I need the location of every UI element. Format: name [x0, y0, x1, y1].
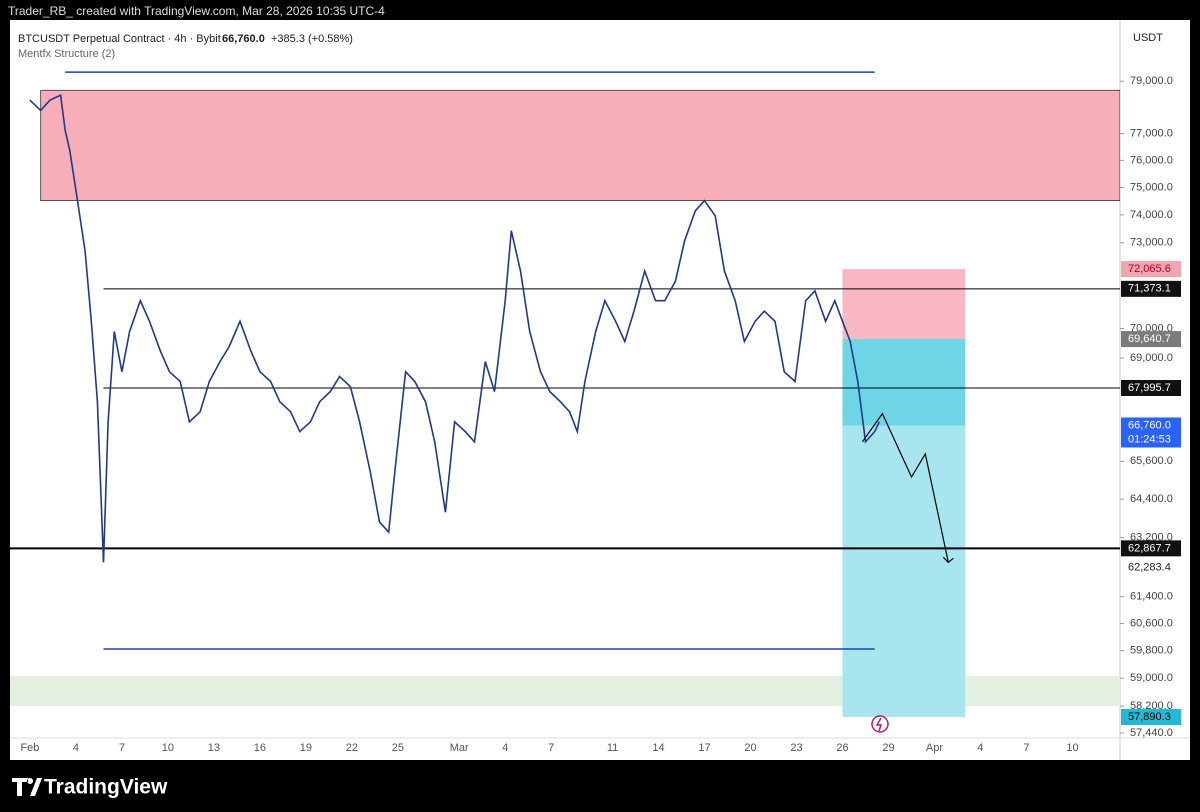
level-label-box	[1121, 540, 1181, 557]
y-tick-label: 65,600.0	[1130, 455, 1173, 467]
target-label-box	[1121, 709, 1181, 726]
x-tick-label: 16	[254, 742, 266, 754]
header-text: Trader_RB_ created with TradingView.com,…	[8, 4, 385, 18]
stop-label-box	[1121, 261, 1181, 278]
y-tick-label: 69,000.0	[1130, 352, 1173, 364]
y-tick-label: 60,600.0	[1130, 617, 1173, 629]
projection-arrowhead	[942, 556, 954, 564]
plot	[10, 71, 1120, 718]
y-tick-label: 73,000.0	[1130, 237, 1173, 249]
x-tick-label: 25	[392, 742, 404, 754]
x-tick-label: 11	[607, 742, 618, 754]
plain-price-box	[1121, 559, 1181, 576]
level-label: 71,373.1	[1128, 283, 1171, 295]
y-tick-label: 75,000.0	[1130, 181, 1173, 193]
y-tick-label: 64,400.0	[1130, 493, 1173, 505]
price-line	[29, 94, 881, 563]
y-tick-label: 59,000.0	[1130, 672, 1173, 684]
level-label-box	[1121, 280, 1181, 297]
legend-change: +385.3 (+0.58%)	[271, 33, 353, 45]
logo-text: TradingView	[44, 776, 168, 799]
stop-zone	[842, 269, 966, 340]
alert-icon-bolt	[875, 717, 883, 732]
x-tick-label: Apr	[926, 742, 943, 754]
axes: 79,000.0 77,000.0 76,000.0 75,000.0 74,000.0…	[20, 75, 1181, 754]
y-tick-label: 79,000.0	[1130, 75, 1173, 87]
x-tick-label: 26	[836, 742, 848, 754]
y-tick-label: 77,000.0	[1130, 128, 1173, 140]
x-tick-label: 29	[882, 742, 894, 754]
x-tick-label: 13	[208, 742, 220, 754]
alert-icon[interactable]	[871, 715, 889, 733]
x-tick-label: 23	[790, 742, 802, 754]
x-tick-label: 20	[744, 742, 756, 754]
x-tick-label: 4	[73, 742, 79, 754]
plain-price-label: 62,283.4	[1128, 561, 1171, 573]
x-tick-label: 7	[1023, 742, 1029, 754]
y-tick-label: 74,000.0	[1130, 209, 1173, 221]
x-tick-label: 7	[119, 742, 125, 754]
x-tick-label: 14	[652, 742, 664, 754]
current-price-label: 66,760.0	[1128, 419, 1171, 431]
x-tick-label: 10	[1066, 742, 1078, 754]
x-tick-label: 4	[502, 742, 508, 754]
indicator-name: Mentfx Structure (2)	[18, 48, 115, 60]
x-tick-label: 17	[698, 742, 710, 754]
level-label: 62,867.7	[1128, 542, 1171, 554]
y-tick-label: 57,440.0	[1130, 727, 1173, 739]
level-label-box	[1121, 379, 1181, 396]
current-price-box	[1121, 417, 1181, 448]
open-pnl-zone	[842, 339, 966, 426]
countdown: 01:24:53	[1128, 433, 1171, 445]
entry-label: 69,640.7	[1128, 333, 1171, 345]
x-tick-label: 10	[162, 742, 174, 754]
x-tick-label: Feb	[20, 742, 39, 754]
x-tick-label: 4	[977, 742, 983, 754]
logo-icon	[12, 778, 42, 796]
y-tick-label: 59,800.0	[1130, 645, 1173, 657]
y-tick-label: 61,400.0	[1130, 591, 1173, 603]
zone	[40, 89, 1120, 202]
y-tick-label: 58,200.0	[1130, 700, 1173, 712]
x-tick-label: 22	[346, 742, 358, 754]
target-label: 57,890.3	[1128, 711, 1171, 723]
x-tick-label: 7	[548, 742, 554, 754]
stop-label: 72,065.6	[1128, 263, 1171, 275]
level-label: 67,995.7	[1128, 382, 1171, 394]
symbol: BTCUSDT Perpetual Contract · 4h · Bybit	[18, 33, 221, 45]
entry-label-box	[1121, 331, 1181, 348]
y-tick-label: 76,000.0	[1130, 154, 1173, 166]
projection	[861, 412, 949, 563]
currency: USDT	[1133, 32, 1163, 44]
legend-price: 66,760.0	[222, 33, 265, 45]
x-tick-label: Mar	[450, 742, 469, 754]
x-tick-label: 19	[300, 742, 312, 754]
